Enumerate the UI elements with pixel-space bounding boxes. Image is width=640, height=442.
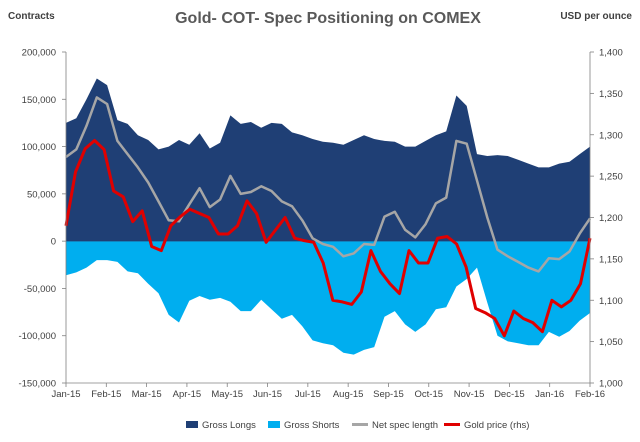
x-tick-label: Sep-15 xyxy=(373,389,404,400)
legend-label: Gross Longs xyxy=(202,420,256,431)
chart-title: Gold- COT- Spec Positioning on COMEX xyxy=(175,10,481,27)
legend-swatch xyxy=(268,421,280,428)
gold-price-line xyxy=(64,139,592,338)
left-tick-label: 100,000 xyxy=(22,142,56,153)
right-tick-label: 1,100 xyxy=(599,296,623,307)
legend-item-gross-shorts: Gross Shorts xyxy=(268,420,340,431)
legend-item-gross-longs: Gross Longs xyxy=(186,420,256,431)
right-tick-label: 1,350 xyxy=(599,89,623,100)
x-tick-label: May-15 xyxy=(211,389,243,400)
right-tick-label: 1,250 xyxy=(599,172,623,183)
legend-item-net-spec-length: Net spec length xyxy=(352,420,438,431)
legend-swatch xyxy=(186,421,198,428)
x-tick-label: Oct-15 xyxy=(415,389,444,400)
left-tick-label: -50,000 xyxy=(24,284,56,295)
legend-item-gold-price: Gold price (rhs) xyxy=(444,420,529,431)
right-tick-label: 1,150 xyxy=(599,254,623,265)
x-tick-label: Jan-15 xyxy=(51,389,80,400)
x-tick-label: Aug-15 xyxy=(333,389,364,400)
x-tick-label: Jun-15 xyxy=(253,389,282,400)
right-axis: 1,000 1,050 1,100 1,150 1,200 1,250 1,300 1,350… xyxy=(589,48,623,390)
right-axis-label: USD per ounce xyxy=(560,11,632,22)
left-tick-label: 0 xyxy=(51,237,56,248)
net-spec-length-line xyxy=(65,96,592,273)
right-tick-label: 1,050 xyxy=(599,337,623,348)
left-tick-label: 50,000 xyxy=(27,189,56,200)
gross-longs-area xyxy=(66,78,590,242)
x-axis: Jan-15 Feb-15 Mar-15 Apr-15 May-15 Jun-15 Jul-… xyxy=(51,382,605,400)
left-tick-label: -150,000 xyxy=(18,379,56,390)
x-tick-label: Feb-15 xyxy=(91,389,121,400)
legend-label: Gold price (rhs) xyxy=(464,420,529,431)
right-tick-label: 1,200 xyxy=(599,213,623,224)
x-tick-label: Apr-15 xyxy=(173,389,202,400)
x-tick-label: Jul-15 xyxy=(295,389,321,400)
left-tick-label: 150,000 xyxy=(22,95,56,106)
left-tick-label: 200,000 xyxy=(22,48,56,59)
left-tick-label: -100,000 xyxy=(18,331,56,342)
left-axis-label: Contracts xyxy=(8,11,55,22)
legend: Gross Longs Gross Shorts Net spec length Go… xyxy=(186,420,529,431)
x-tick-label: Nov-15 xyxy=(454,389,485,400)
x-tick-label: Mar-15 xyxy=(132,389,162,400)
plot-area xyxy=(64,78,592,355)
gross-shorts-area xyxy=(66,241,590,355)
x-tick-label: Jan-16 xyxy=(535,389,564,400)
left-axis: -150,000 -100,000 -50,000 0 50,000 100,000 150… xyxy=(18,48,67,390)
x-tick-label: Feb-16 xyxy=(575,389,605,400)
legend-label: Gross Shorts xyxy=(284,420,340,431)
right-tick-label: 1,000 xyxy=(599,379,623,390)
right-tick-label: 1,400 xyxy=(599,48,623,59)
legend-label: Net spec length xyxy=(372,420,438,431)
right-tick-label: 1,300 xyxy=(599,130,623,141)
x-tick-label: Dec-15 xyxy=(494,389,525,400)
